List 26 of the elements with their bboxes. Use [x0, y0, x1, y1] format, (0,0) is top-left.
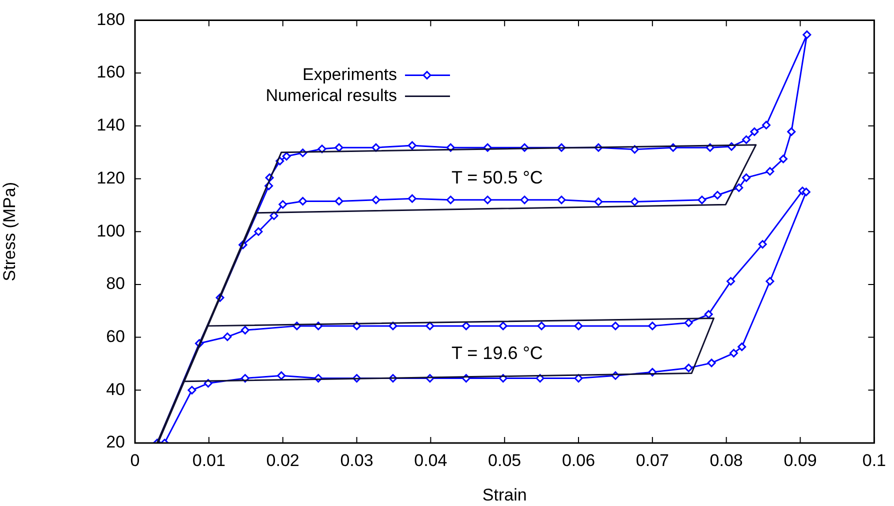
y-tick-label: 160	[96, 62, 125, 82]
x-tick-label: 0.09	[784, 450, 817, 470]
y-tick-label: 100	[96, 221, 125, 240]
y-axis-title: Stress (MPa)	[0, 182, 19, 282]
y-tick-label: 140	[96, 116, 125, 135]
legend-label: Experiments	[302, 64, 397, 84]
legend-label: Numerical results	[266, 86, 397, 105]
y-tick-label: 40	[106, 380, 125, 399]
y-tick-label: 120	[96, 168, 125, 188]
x-tick-label: 0.1	[862, 450, 886, 470]
x-axis-title: Strain	[482, 485, 527, 504]
annotation: T = 19.6 °C	[451, 343, 543, 364]
y-tick-label: 20	[106, 432, 125, 452]
y-tick-label: 60	[106, 326, 125, 346]
x-tick-label: 0.03	[340, 450, 374, 470]
x-tick-label: 0.06	[562, 450, 596, 470]
x-tick-label: 0.05	[488, 450, 522, 470]
y-tick-label: 180	[96, 10, 125, 29]
annotation: T = 50.5 °C	[451, 168, 543, 188]
x-tick-label: 0.08	[710, 450, 743, 470]
x-tick-label: 0.02	[266, 450, 300, 470]
x-tick-label: 0	[130, 450, 140, 470]
x-tick-label: 0.04	[414, 450, 448, 470]
x-tick-label: 0.07	[636, 450, 669, 470]
x-tick-label: 0.01	[192, 450, 226, 470]
y-tick-label: 80	[106, 274, 125, 294]
